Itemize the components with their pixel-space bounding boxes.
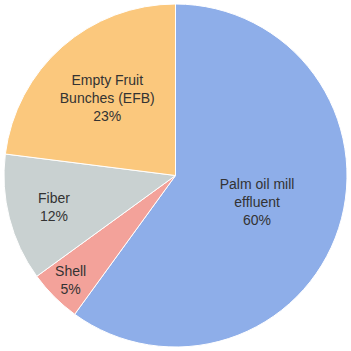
svg-text:Shell5%: Shell5% [55, 263, 86, 297]
svg-text:Empty FruitBunches (EFB)23%: Empty FruitBunches (EFB)23% [60, 72, 155, 124]
svg-text:Fiber12%: Fiber12% [38, 190, 70, 224]
svg-text:Palm oil milleffluent60%: Palm oil milleffluent60% [220, 176, 295, 228]
